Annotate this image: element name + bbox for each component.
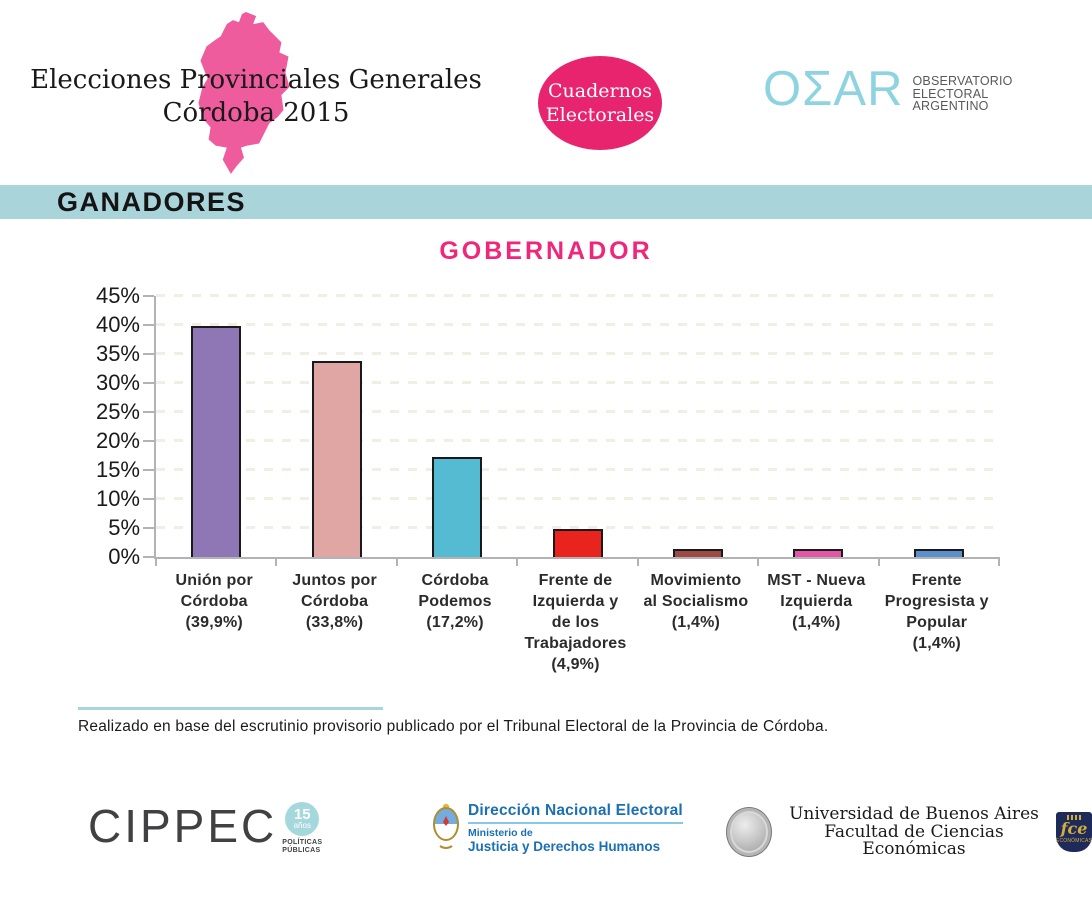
uba-logo: Universidad de Buenos Aires Facultad de … bbox=[726, 804, 1092, 859]
x-category-label-3: Córdoba Podemos (17,2%) bbox=[418, 572, 492, 631]
bar-5 bbox=[672, 548, 723, 557]
uba-line1: Universidad de Buenos Aires bbox=[789, 804, 1039, 824]
x-axis-tick bbox=[757, 557, 760, 566]
y-tick-label: 0% bbox=[108, 544, 140, 569]
bar-4 bbox=[552, 528, 603, 557]
uba-line2: Facultad de Ciencias Económicas bbox=[824, 821, 1004, 859]
bar-3 bbox=[432, 457, 483, 557]
y-axis-tick bbox=[143, 353, 154, 355]
fce-shield-columns-icon bbox=[1067, 815, 1081, 821]
gridline bbox=[156, 381, 999, 384]
argentina-coat-of-arms-icon bbox=[433, 803, 459, 849]
footnote-text: Realizado en base del escrutinio proviso… bbox=[78, 718, 829, 735]
cippec-tagline-line1: POLÍTICAS bbox=[282, 839, 323, 846]
page-title-line1: Elecciones Provinciales Generales bbox=[30, 65, 482, 95]
plot-area bbox=[143, 294, 1000, 566]
y-tick-label: 35% bbox=[95, 341, 140, 366]
fce-shield-icon: fce ECONÓMICAS bbox=[1055, 812, 1092, 853]
page-title-line2: Córdoba 2015 bbox=[162, 98, 350, 128]
x-axis-tick bbox=[155, 557, 157, 566]
dne-logo: Dirección Nacional Electoral Ministerio … bbox=[432, 802, 683, 854]
cippec-15-circle-icon: 15 años bbox=[285, 802, 320, 836]
cordoba-province-map-icon bbox=[198, 12, 290, 174]
cippec-wordmark: CIPPEC bbox=[88, 800, 278, 852]
y-axis-tick bbox=[143, 440, 154, 442]
cippec-logo: CIPPEC 15 años POLÍTICAS PÚBLICAS bbox=[88, 802, 322, 855]
oear-name: OBSERVATORIO ELECTORAL ARGENTINO bbox=[912, 75, 1012, 113]
dne-ministry-line2: Justicia y Derechos Humanos bbox=[468, 839, 661, 854]
footnote-divider bbox=[78, 707, 383, 710]
y-axis-tick bbox=[143, 324, 154, 326]
oear-name-line1: OBSERVATORIO bbox=[912, 74, 1013, 88]
gridline bbox=[156, 294, 999, 297]
uba-text: Universidad de Buenos Aires Facultad de … bbox=[782, 804, 1046, 859]
chart-title: GOBERNADOR bbox=[439, 237, 653, 265]
badge-line1: Cuadernos bbox=[547, 80, 653, 102]
x-axis-tick bbox=[636, 557, 639, 566]
x-axis-tick bbox=[395, 557, 398, 566]
section-banner-label: GANADORES bbox=[57, 187, 247, 217]
y-axis-tick bbox=[143, 556, 154, 558]
x-category-label-1: Unión por Córdoba (39,9%) bbox=[175, 572, 253, 631]
y-tick-label: 15% bbox=[95, 457, 140, 482]
y-axis-tick bbox=[143, 411, 154, 413]
bar-1 bbox=[191, 325, 242, 557]
gridline bbox=[156, 439, 999, 442]
gridline bbox=[156, 497, 999, 500]
gridline bbox=[156, 468, 999, 471]
oear-name-line2: ELECTORAL bbox=[912, 86, 989, 101]
y-tick-label: 20% bbox=[95, 428, 140, 453]
x-category-label-6: MST - Nueva Izquierda (1,4%) bbox=[767, 572, 866, 631]
cuadernos-electorales-badge: Cuadernos Electorales bbox=[538, 56, 662, 150]
cippec-15-unit: años bbox=[293, 821, 311, 830]
gridline bbox=[156, 323, 999, 326]
x-category-label-2: Juntos por Córdoba (33,8%) bbox=[292, 572, 377, 631]
dne-ministry-line1: Ministerio de bbox=[468, 827, 533, 839]
cippec-tagline-line2: PÚBLICAS bbox=[282, 847, 321, 854]
uba-seal-icon bbox=[726, 807, 772, 858]
x-category-label-7: Frente Progresista y Popular (1,4%) bbox=[884, 572, 989, 652]
y-tick-label: 40% bbox=[95, 312, 140, 337]
bar-2 bbox=[311, 360, 362, 557]
y-tick-label: 10% bbox=[95, 486, 140, 511]
badge-line2: Electorales bbox=[545, 104, 655, 126]
oear-name-line3: ARGENTINO bbox=[912, 99, 989, 113]
bar-6 bbox=[793, 548, 844, 557]
y-tick-label: 30% bbox=[95, 370, 140, 395]
page-title: Elecciones Provinciales Generales Córdob… bbox=[30, 64, 482, 130]
dne-title: Dirección Nacional Electoral bbox=[468, 802, 683, 824]
y-axis-tick bbox=[143, 469, 154, 471]
fce-shield-subtext: ECONÓMICAS bbox=[1055, 838, 1092, 845]
oear-acronym: OΣAR bbox=[763, 62, 904, 116]
oear-logo: OΣAR OBSERVATORIO ELECTORAL ARGENTINO bbox=[763, 64, 1013, 114]
y-tick-label: 25% bbox=[95, 399, 140, 424]
y-axis-tick bbox=[143, 527, 154, 529]
x-axis-labels: Unión por Córdoba (39,9%) Juntos por Córdoba… bbox=[154, 570, 997, 675]
gridline bbox=[156, 526, 999, 529]
x-axis-tick bbox=[275, 557, 278, 566]
bar-7 bbox=[913, 548, 964, 557]
cippec-tagline: POLÍTICAS PÚBLICAS bbox=[282, 839, 322, 855]
gridline bbox=[156, 352, 999, 355]
gridline bbox=[156, 410, 999, 413]
x-category-label-5: Movimiento al Socialismo (1,4%) bbox=[643, 572, 749, 631]
y-axis: 0% 5% 10% 15% 20% 25% 30% 35% 40% 45% bbox=[44, 284, 140, 569]
x-axis-tick bbox=[516, 557, 519, 566]
y-tick-label: 45% bbox=[95, 283, 140, 308]
dne-text: Dirección Nacional Electoral Ministerio … bbox=[468, 802, 683, 854]
y-axis-tick bbox=[143, 498, 154, 500]
x-axis-tick bbox=[998, 557, 1000, 566]
x-axis-tick bbox=[877, 557, 880, 566]
cippec-15-number: 15 bbox=[293, 806, 311, 823]
fce-shield-text: fce bbox=[1060, 819, 1088, 839]
y-tick-label: 5% bbox=[108, 515, 140, 540]
cippec-15-badge: 15 años POLÍTICAS PÚBLICAS bbox=[282, 802, 322, 855]
y-axis-tick bbox=[143, 295, 154, 297]
y-axis-tick bbox=[143, 382, 154, 384]
section-banner: GANADORES bbox=[0, 185, 1092, 219]
x-category-label-4: Frente de Izquierda y de los Trabajadores (4… bbox=[524, 572, 627, 673]
